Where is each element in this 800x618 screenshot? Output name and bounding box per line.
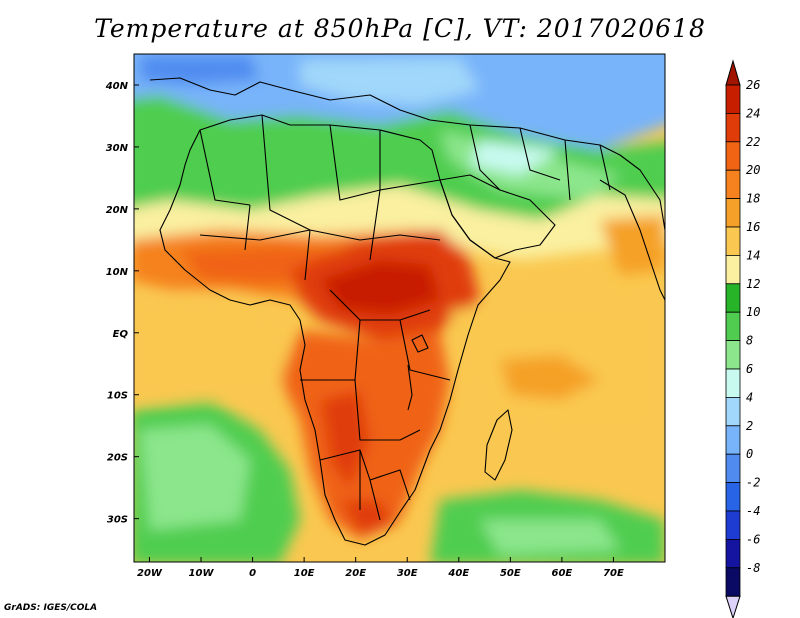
colorbar-swatch — [725, 482, 741, 512]
colorbar-swatch — [725, 510, 741, 540]
lake-victoria — [411, 334, 429, 353]
colorbar-label: 2 — [746, 419, 753, 433]
colorbar-swatch — [725, 113, 741, 143]
colorbar-swatch — [725, 169, 741, 199]
map-axes: 20W 10W 0 10E 20E 30E 40E 50E 60E 70E 40N 30N 20N 10N… — [105, 81, 624, 579]
europe-coastline — [149, 77, 665, 231]
colorbar-swatch — [725, 84, 741, 114]
x-tick-label: 20E — [345, 568, 366, 579]
border-south — [319, 449, 411, 521]
country-borders — [149, 77, 665, 546]
colorbar-label: 4 — [746, 390, 753, 404]
colorbar-swatch — [725, 283, 741, 313]
arabia-coastline — [439, 174, 556, 259]
madagascar-coastline — [484, 409, 513, 481]
colorbar-label: 14 — [746, 248, 760, 262]
x-tick-label: 10E — [294, 568, 315, 579]
colorbar-swatch — [725, 198, 741, 228]
y-tick-label: 40N — [105, 81, 129, 92]
colorbar-label: -4 — [746, 504, 760, 518]
grads-credit: GrADS: IGES/COLA — [4, 603, 98, 613]
colorbar-label: 26 — [746, 78, 760, 92]
colorbar-swatch — [725, 396, 741, 427]
colorbar-bottom-arrow — [725, 595, 741, 618]
x-tick-label: 60E — [552, 568, 573, 579]
colorbar-swatch — [725, 141, 741, 171]
colorbar-swatch — [725, 567, 741, 597]
y-tick-label: 10N — [106, 267, 129, 278]
y-tick-label: 30N — [106, 143, 129, 154]
colorbar-label: 6 — [746, 362, 753, 376]
x-tick-label: 30E — [397, 568, 418, 579]
map-title: Temperature at 850hPa [C], VT: 201702061… — [94, 14, 706, 43]
colorbar-label: 18 — [746, 192, 760, 206]
colorbar-label: 12 — [746, 277, 760, 291]
colorbar-label: 10 — [746, 305, 760, 319]
x-tick-label: 0 — [249, 568, 256, 579]
colorbar-swatch — [725, 453, 741, 484]
colorbar-swatch — [725, 340, 741, 370]
border-central — [300, 289, 451, 441]
x-tick-label: 50E — [500, 568, 521, 579]
y-tick-label: EQ — [113, 329, 129, 340]
colorbar-label: 8 — [746, 334, 753, 348]
colorbar-label: -2 — [746, 476, 760, 490]
border-sahel — [199, 189, 441, 281]
colorbar-swatch — [725, 539, 741, 569]
colorbar-swatch — [725, 311, 741, 342]
colorbar-label: 16 — [746, 220, 760, 234]
x-tick-label: 20W — [137, 568, 163, 579]
colorbar-label: -8 — [746, 561, 760, 575]
y-tick-label: 30S — [107, 515, 128, 526]
plot-frame — [133, 53, 666, 563]
temperature-field — [134, 54, 665, 562]
x-tick-label: 70E — [603, 568, 624, 579]
colorbar-label: 20 — [746, 163, 760, 177]
colorbar-swatch — [725, 368, 741, 398]
colorbar-label: 0 — [746, 447, 753, 461]
x-tick-label: 40E — [447, 568, 469, 579]
x-tick-label: 10W — [189, 568, 215, 579]
y-tick-label: 20N — [106, 205, 129, 216]
colorbar-label: 22 — [746, 135, 760, 149]
border-middle-east — [469, 124, 611, 201]
colorbar-swatch — [725, 425, 741, 455]
colorbar-label: 24 — [746, 106, 760, 120]
y-tick-label: 10S — [107, 391, 128, 402]
border-n-africa — [199, 114, 441, 231]
y-tick-label: 20S — [107, 453, 128, 464]
colorbar-swatch — [725, 254, 741, 285]
africa-coastline — [159, 114, 511, 546]
colorbar-top-arrow — [725, 59, 741, 86]
india-coastline — [599, 179, 665, 301]
colorbar-swatch — [725, 226, 741, 256]
lake-tanganyika — [407, 364, 413, 411]
colorbar-label: -6 — [746, 532, 760, 546]
